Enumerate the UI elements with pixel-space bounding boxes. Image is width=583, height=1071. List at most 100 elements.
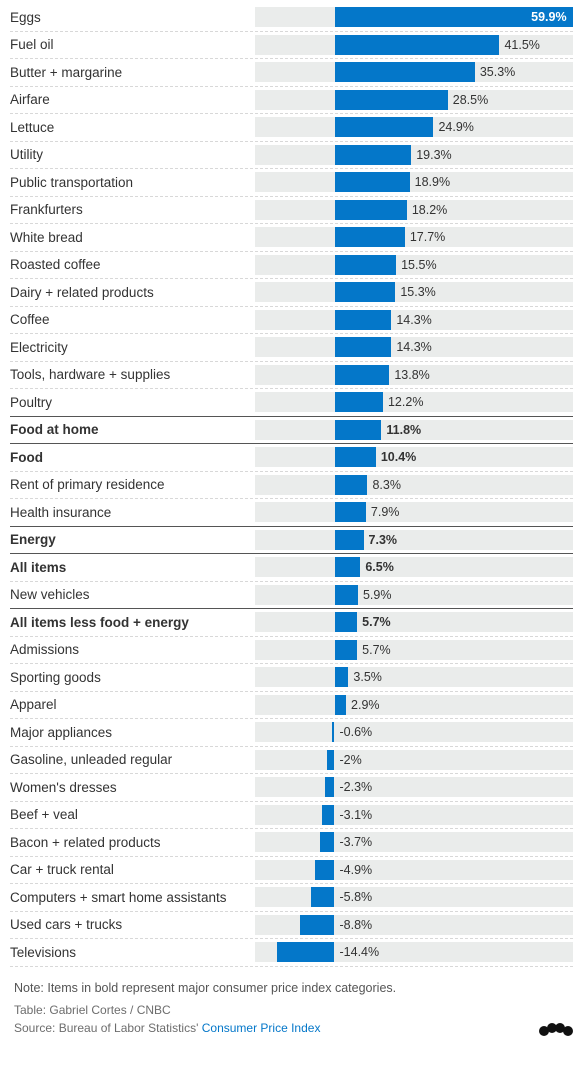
row-value: -3.7% [335, 832, 373, 852]
row-value: 35.3% [475, 62, 515, 82]
table-row: Rent of primary residence8.3% [10, 472, 573, 500]
table-row: Health insurance7.9% [10, 499, 573, 527]
row-label: Food at home [10, 422, 255, 437]
bar [335, 612, 358, 632]
row-label: Food [10, 450, 255, 465]
table-row: New vehicles 5.9% [10, 582, 573, 610]
row-value: 18.2% [407, 200, 447, 220]
row-label: Sporting goods [10, 670, 255, 685]
bar-cell: 10.4% [255, 447, 573, 467]
bar-cell: -8.8% [255, 915, 573, 935]
row-label: Fuel oil [10, 37, 255, 52]
row-label: Major appliances [10, 725, 255, 740]
row-value: -8.8% [335, 915, 373, 935]
bar-cell: -3.1% [255, 805, 573, 825]
bar [335, 310, 392, 330]
bar [335, 337, 392, 357]
row-label: All items [10, 560, 255, 575]
row-value: 10.4% [376, 447, 416, 467]
row-label: Tools, hardware + supplies [10, 367, 255, 382]
row-label: Energy [10, 532, 255, 547]
row-label: Lettuce [10, 120, 255, 135]
table-row: Car + truck rental-4.9% [10, 857, 573, 885]
bar-cell: 24.9% [255, 117, 573, 137]
footer-source-prefix: Source: Bureau of Labor Statistics' [14, 1021, 202, 1035]
row-label: Frankfurters [10, 202, 255, 217]
bar [335, 502, 366, 522]
row-label: Electricity [10, 340, 255, 355]
row-label: Computers + smart home assistants [10, 890, 255, 905]
table-row: Televisions-14.4% [10, 939, 573, 967]
bar-cell: 14.3% [255, 310, 573, 330]
row-label: Butter + margarine [10, 65, 255, 80]
bar-cell: -0.6% [255, 722, 573, 742]
row-value: 59.9% [531, 7, 572, 27]
row-value: 41.5% [499, 35, 539, 55]
row-value: 14.3% [391, 337, 431, 357]
bar [335, 365, 390, 385]
footer-source-link[interactable]: Consumer Price Index [202, 1021, 321, 1035]
row-value: 8.3% [367, 475, 401, 495]
row-value: 18.9% [410, 172, 450, 192]
table-row: Public transportation 18.9% [10, 169, 573, 197]
bar-cell: 35.3% [255, 62, 573, 82]
row-value: 7.9% [366, 502, 400, 522]
bar-cell: 8.3% [255, 475, 573, 495]
footer-source-line: Source: Bureau of Labor Statistics' Cons… [14, 1019, 573, 1037]
bar-cell: 5.7% [255, 612, 573, 632]
row-label: Public transportation [10, 175, 255, 190]
row-label: Airfare [10, 92, 255, 107]
row-value: 15.5% [396, 255, 436, 275]
row-label: Eggs [10, 10, 255, 25]
row-value: 11.8% [381, 420, 421, 440]
row-label: All items less food + energy [10, 615, 255, 630]
bar [335, 35, 500, 55]
table-row: Utility19.3% [10, 142, 573, 170]
row-label: Women's dresses [10, 780, 255, 795]
row-value: -2.3% [335, 777, 373, 797]
bar-cell: 15.3% [255, 282, 573, 302]
row-value: -3.1% [335, 805, 373, 825]
row-value: -0.6% [335, 722, 373, 742]
row-value: 24.9% [433, 117, 473, 137]
bar [335, 585, 358, 605]
table-row: Butter + margarine 35.3% [10, 59, 573, 87]
bar [300, 915, 335, 935]
bar [335, 640, 358, 660]
bar-cell: -5.8% [255, 887, 573, 907]
bar-cell: 5.9% [255, 585, 573, 605]
bar [335, 392, 383, 412]
row-value: 13.8% [389, 365, 429, 385]
bar [335, 282, 396, 302]
bar-cell: 6.5% [255, 557, 573, 577]
row-value: 6.5% [360, 557, 394, 577]
table-row: Eggs 59.9% [10, 4, 573, 32]
table-row: Apparel2.9% [10, 692, 573, 720]
bar-cell: -14.4% [255, 942, 573, 962]
row-label: New vehicles [10, 587, 255, 602]
row-value: 5.9% [358, 585, 392, 605]
bar [335, 62, 475, 82]
bar-cell: 17.7% [255, 227, 573, 247]
bar-cell: 2.9% [255, 695, 573, 715]
bar [335, 447, 376, 467]
bar [335, 90, 448, 110]
row-value: 3.5% [348, 667, 382, 687]
row-label: Poultry [10, 395, 255, 410]
table-row: Bacon + related products-3.7% [10, 829, 573, 857]
row-value: 19.3% [411, 145, 451, 165]
table-row: All items less food + energy5.7% [10, 609, 573, 637]
bar-cell: 59.9% [255, 7, 573, 27]
bar-cell: 3.5% [255, 667, 573, 687]
table-row: Sporting goods 3.5% [10, 664, 573, 692]
row-label: Beef + veal [10, 807, 255, 822]
bar-cell: 13.8% [255, 365, 573, 385]
row-label: White bread [10, 230, 255, 245]
bar [335, 557, 361, 577]
row-value: 2.9% [346, 695, 380, 715]
table-row: Tools, hardware + supplies 13.8% [10, 362, 573, 390]
bar [335, 695, 347, 715]
row-value: -2% [335, 750, 362, 770]
table-row: Gasoline, unleaded regular-2% [10, 747, 573, 775]
bar [322, 805, 334, 825]
